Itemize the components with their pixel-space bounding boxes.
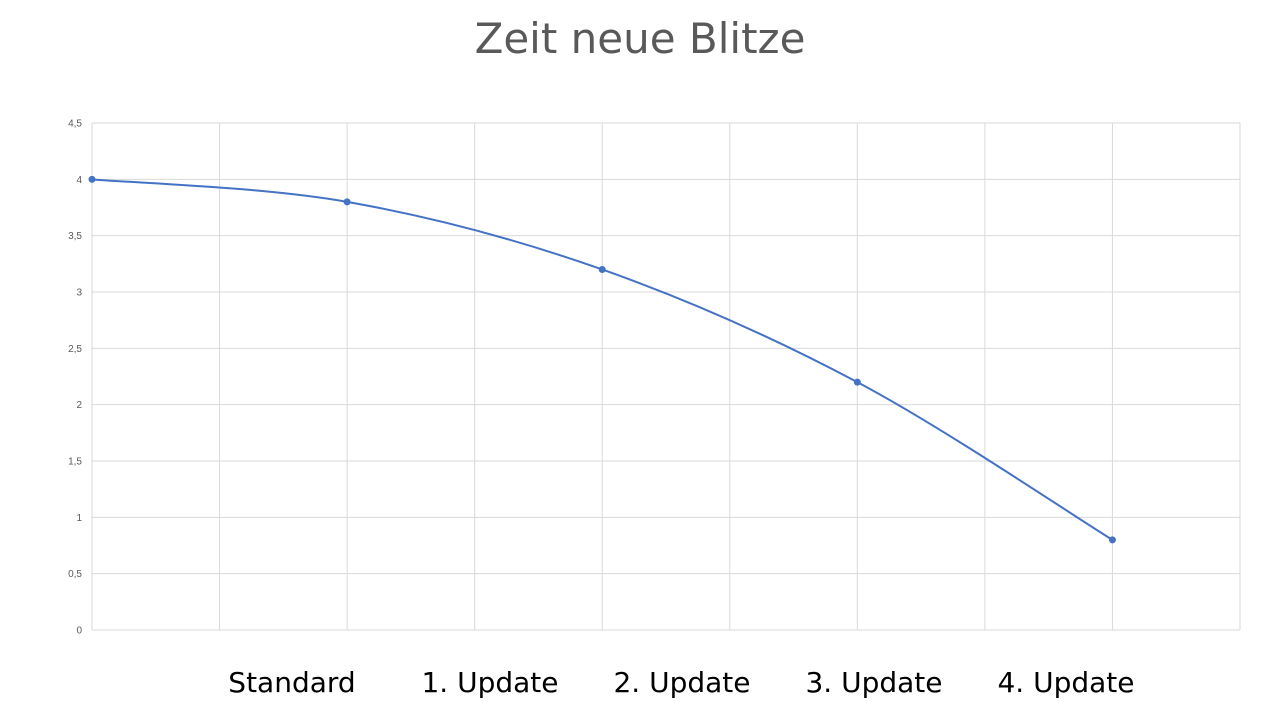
data-point — [343, 198, 351, 206]
y-tick-label: 4 — [76, 175, 82, 186]
y-axis-ticks: 0 0,5 1 1,5 2 2,5 3 3,5 4 4,5 — [68, 119, 82, 637]
x-axis-categories: Standard 1. Update 2. Update 3. Update 4. Up… — [228, 666, 1134, 699]
grid-lines — [91, 122, 1241, 631]
x-category-label: 3. Update — [805, 666, 942, 699]
data-point — [598, 265, 606, 273]
y-tick-label: 2,5 — [68, 344, 82, 355]
y-tick-label: 3,5 — [68, 231, 82, 242]
y-tick-label: 2 — [76, 400, 82, 411]
data-point — [1108, 536, 1116, 544]
y-tick-label: 1 — [76, 513, 82, 524]
y-tick-label: 4,5 — [68, 119, 82, 130]
y-tick-label: 0,5 — [68, 569, 82, 580]
chart-title: Zeit neue Blitze — [474, 14, 806, 63]
x-category-label: 1. Update — [421, 666, 558, 699]
x-category-label: Standard — [228, 666, 355, 699]
y-tick-label: 0 — [76, 626, 82, 637]
series-layer — [88, 175, 1116, 544]
x-category-label: 2. Update — [613, 666, 750, 699]
x-category-label: 4. Update — [997, 666, 1134, 699]
data-point — [853, 378, 861, 386]
data-point — [88, 175, 96, 183]
y-tick-label: 3 — [76, 288, 82, 299]
y-tick-label: 1,5 — [68, 457, 82, 468]
